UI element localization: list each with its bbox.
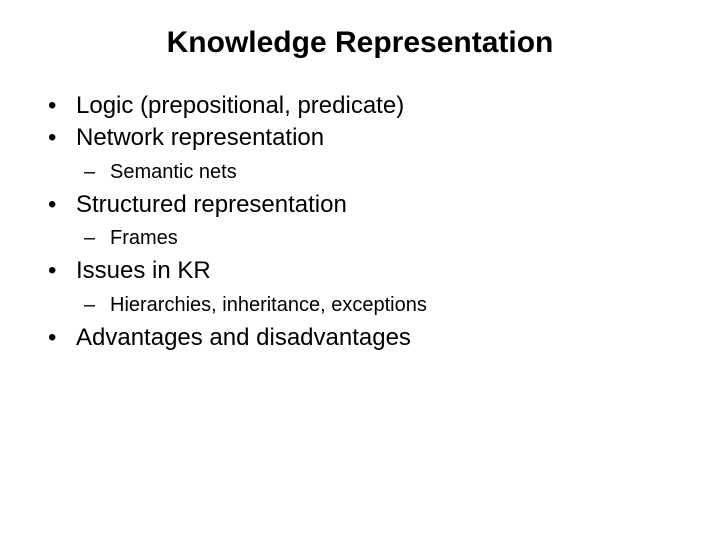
sub-bullet-list: Hierarchies, inheritance, exceptions (48, 290, 690, 320)
main-bullet-list: Logic (prepositional, predicate) Network… (30, 90, 690, 354)
bullet-item: Advantages and disadvantages (48, 322, 690, 354)
slide-title: Knowledge Representation (30, 26, 690, 60)
bullet-item: Network representation (48, 122, 690, 154)
bullet-item: Issues in KR (48, 255, 690, 287)
bullet-item: Structured representation (48, 189, 690, 221)
sub-bullet-list: Frames (48, 223, 690, 253)
sub-bullet-item: Semantic nets (84, 157, 690, 187)
bullet-item: Logic (prepositional, predicate) (48, 90, 690, 122)
sub-bullet-list: Semantic nets (48, 157, 690, 187)
sub-bullet-item: Frames (84, 223, 690, 253)
sub-bullet-item: Hierarchies, inheritance, exceptions (84, 290, 690, 320)
